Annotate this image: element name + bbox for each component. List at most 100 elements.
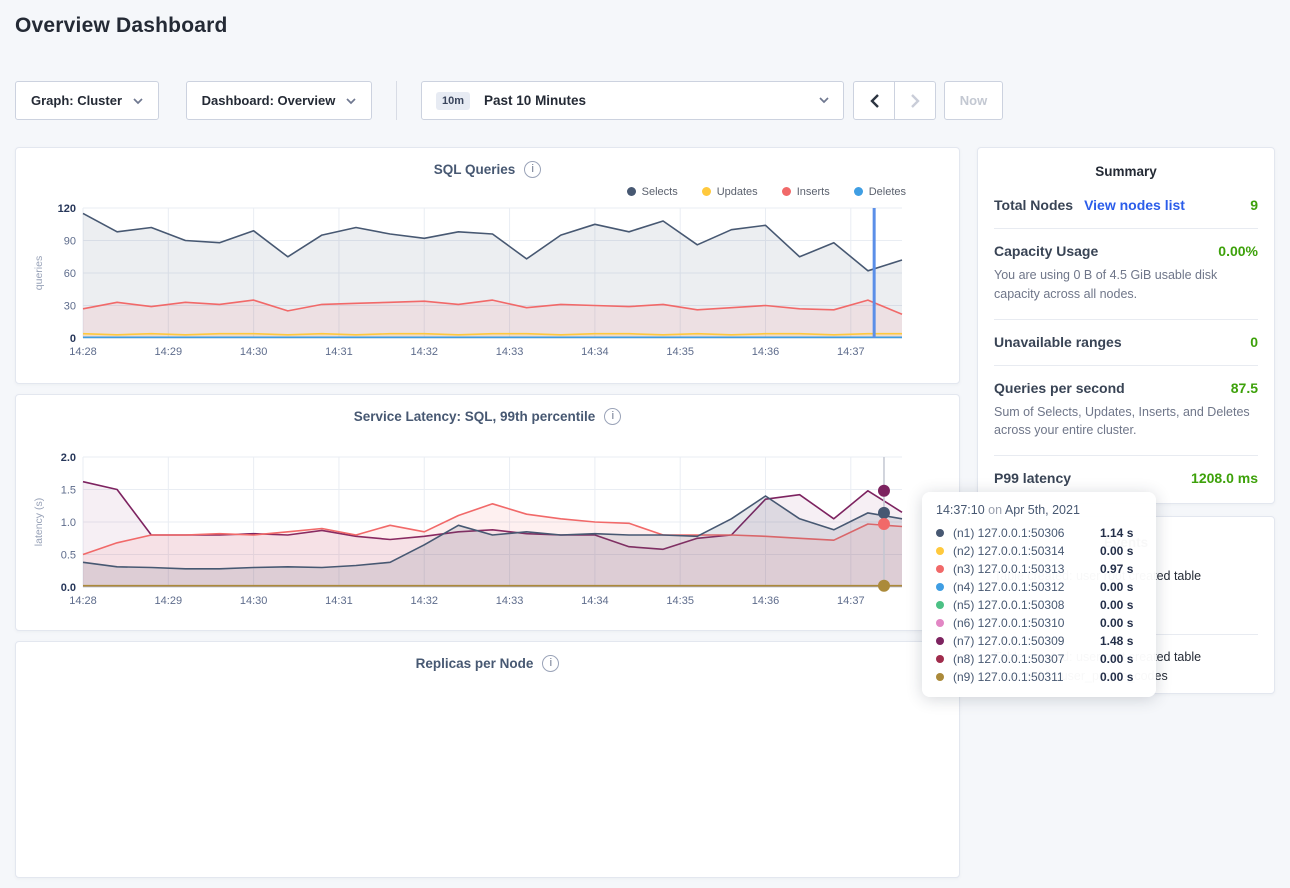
next-time-button[interactable] (894, 81, 936, 120)
summary-row-unavailable-ranges: Unavailable ranges 0 (994, 320, 1258, 366)
replicas-per-node-card: Replicas per Node i (15, 641, 960, 878)
chevron-right-icon (911, 94, 920, 108)
summary-panel: Summary Total Nodes View nodes list 9 Ca… (977, 147, 1275, 504)
tooltip-row: (n5) 127.0.0.1:503080.00 s (936, 596, 1142, 614)
tooltip-row: (n4) 127.0.0.1:503120.00 s (936, 578, 1142, 596)
svg-text:30: 30 (64, 301, 76, 313)
dashboard-dropdown-label: Dashboard: Overview (202, 93, 336, 108)
svg-text:14:29: 14:29 (155, 346, 183, 358)
info-icon[interactable]: i (524, 161, 541, 178)
time-nav-arrows (853, 81, 936, 120)
sql-queries-chart[interactable]: 14:2814:2914:3014:3114:3214:3314:3414:35… (31, 200, 944, 360)
legend-item-updates: Updates (702, 185, 758, 198)
series-dot-icon (936, 637, 944, 645)
series-dot-icon (936, 583, 944, 591)
svg-text:14:36: 14:36 (752, 595, 780, 607)
time-range-badge: 10m (436, 92, 470, 110)
summary-label: P99 latency (994, 470, 1071, 486)
now-button[interactable]: Now (944, 81, 1003, 120)
summary-value: 87.5 (1231, 380, 1258, 396)
summary-row-qps: Queries per second 87.5 Sum of Selects, … (994, 366, 1258, 457)
svg-text:1.0: 1.0 (61, 517, 76, 529)
series-dot-icon (936, 529, 944, 537)
legend-item-selects: Selects (627, 185, 678, 198)
svg-text:1.5: 1.5 (61, 485, 76, 497)
svg-text:14:30: 14:30 (240, 595, 268, 607)
tooltip-row: (n2) 127.0.0.1:503140.00 s (936, 542, 1142, 560)
svg-text:14:32: 14:32 (410, 595, 438, 607)
tooltip-row: (n1) 127.0.0.1:503061.14 s (936, 524, 1142, 542)
page-title: Overview Dashboard (15, 14, 1290, 38)
selects-dot-icon (627, 187, 636, 196)
info-icon[interactable]: i (604, 408, 621, 425)
svg-text:14:29: 14:29 (155, 595, 183, 607)
tooltip-timestamp: 14:37:10 on Apr 5th, 2021 (936, 503, 1142, 517)
summary-value: 1208.0 ms (1191, 470, 1258, 486)
summary-value: 0.00% (1218, 243, 1258, 259)
svg-text:2.0: 2.0 (61, 452, 76, 464)
svg-text:0.0: 0.0 (61, 582, 76, 594)
toolbar-divider (396, 81, 397, 120)
svg-text:14:28: 14:28 (69, 595, 97, 607)
time-range-picker[interactable]: 10m Past 10 Minutes (421, 81, 844, 120)
summary-label: Total Nodes (994, 197, 1073, 213)
series-dot-icon (936, 565, 944, 573)
graph-dropdown[interactable]: Graph: Cluster (15, 81, 159, 120)
service-latency-card: Service Latency: SQL, 99th percentile i … (15, 394, 960, 631)
svg-text:60: 60 (64, 268, 76, 280)
tooltip-row: (n8) 127.0.0.1:503070.00 s (936, 650, 1142, 668)
svg-text:queries: queries (33, 256, 45, 290)
summary-title: Summary (994, 162, 1258, 183)
svg-text:14:34: 14:34 (581, 346, 609, 358)
chart-title: SQL Queries (434, 162, 516, 177)
dashboard-dropdown[interactable]: Dashboard: Overview (186, 81, 372, 120)
svg-text:14:37: 14:37 (837, 346, 865, 358)
legend-item-deletes: Deletes (854, 185, 906, 198)
svg-text:14:31: 14:31 (325, 595, 353, 607)
svg-text:14:35: 14:35 (666, 346, 694, 358)
tooltip-row: (n6) 127.0.0.1:503100.00 s (936, 614, 1142, 632)
summary-label: Capacity Usage (994, 243, 1098, 259)
summary-value: 9 (1250, 197, 1258, 213)
chevron-down-icon (346, 93, 356, 108)
series-dot-icon (936, 601, 944, 609)
series-dot-icon (936, 547, 944, 555)
tooltip-row: (n3) 127.0.0.1:503130.97 s (936, 560, 1142, 578)
graph-dropdown-label: Graph: Cluster (31, 93, 122, 108)
updates-dot-icon (702, 187, 711, 196)
summary-label: Queries per second (994, 380, 1125, 396)
chevron-down-icon (819, 97, 829, 104)
chevron-down-icon (133, 93, 143, 108)
tooltip-row: (n9) 127.0.0.1:503110.00 s (936, 668, 1142, 686)
sql-chart-legend: Selects Updates Inserts Deletes (31, 185, 906, 198)
svg-text:14:32: 14:32 (410, 346, 438, 358)
chart-title: Service Latency: SQL, 99th percentile (354, 409, 596, 424)
svg-text:latency (s): latency (s) (33, 498, 45, 546)
svg-text:14:30: 14:30 (240, 346, 268, 358)
chevron-left-icon (870, 94, 879, 108)
series-dot-icon (936, 655, 944, 663)
charts-column: SQL Queries i Selects Updates Inserts (15, 147, 960, 888)
sql-queries-card: SQL Queries i Selects Updates Inserts (15, 147, 960, 384)
prev-time-button[interactable] (853, 81, 895, 120)
svg-text:14:34: 14:34 (581, 595, 609, 607)
svg-text:14:28: 14:28 (69, 346, 97, 358)
svg-text:0.5: 0.5 (61, 550, 76, 562)
svg-text:90: 90 (64, 236, 76, 248)
service-latency-chart[interactable]: 14:2814:2914:3014:3114:3214:3314:3414:35… (31, 449, 944, 609)
summary-label: Unavailable ranges (994, 334, 1122, 350)
svg-text:14:33: 14:33 (496, 346, 524, 358)
svg-text:14:35: 14:35 (666, 595, 694, 607)
time-range-label: Past 10 Minutes (484, 93, 586, 108)
summary-row-capacity: Capacity Usage 0.00% You are using 0 B o… (994, 229, 1258, 320)
toolbar: Graph: Cluster Dashboard: Overview 10m P… (15, 81, 1003, 120)
chart-hover-tooltip: 14:37:10 on Apr 5th, 2021 (n1) 127.0.0.1… (922, 492, 1156, 697)
view-nodes-list-link[interactable]: View nodes list (1084, 197, 1185, 213)
legend-item-inserts: Inserts (782, 185, 830, 198)
info-icon[interactable]: i (542, 655, 559, 672)
series-dot-icon (936, 619, 944, 627)
summary-row-total-nodes: Total Nodes View nodes list 9 (994, 183, 1258, 229)
svg-text:14:37: 14:37 (837, 595, 865, 607)
svg-text:0: 0 (70, 333, 76, 345)
series-dot-icon (936, 673, 944, 681)
